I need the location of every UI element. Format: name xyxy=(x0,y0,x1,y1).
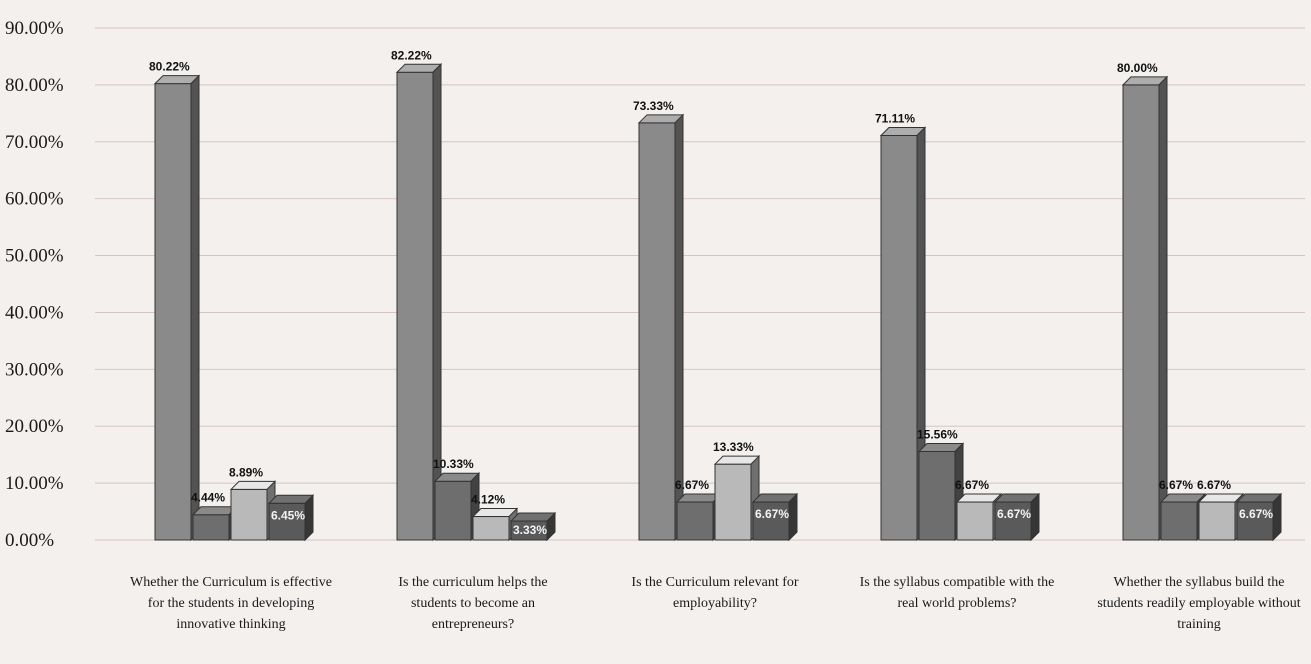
category-label: Is the curriculum helps the xyxy=(398,575,547,590)
bar xyxy=(396,71,434,541)
bar xyxy=(714,463,752,541)
y-tick-label: 70.00% xyxy=(5,132,64,153)
bar xyxy=(676,501,714,541)
bar xyxy=(268,502,306,541)
category-label: Is the syllabus compatible with the xyxy=(860,575,1055,590)
data-label: 80.00% xyxy=(1117,61,1158,75)
category-label: students readily employable without xyxy=(1097,596,1300,611)
category-label: innovative thinking xyxy=(176,617,285,632)
bar-side xyxy=(1272,492,1282,542)
data-label: 80.22% xyxy=(149,60,190,74)
y-tick-label: 80.00% xyxy=(5,75,64,96)
data-label: 3.33% xyxy=(513,523,547,537)
category-label: for the students in developing xyxy=(148,596,314,611)
data-label: 4.44% xyxy=(191,491,225,505)
bar xyxy=(434,480,472,541)
data-label: 13.33% xyxy=(713,440,754,454)
data-label: 6.67% xyxy=(1159,478,1193,492)
bar-side xyxy=(1030,492,1040,542)
data-label: 6.67% xyxy=(755,507,789,521)
category-label: Whether the Curriculum is effective xyxy=(130,575,332,590)
data-label: 71.11% xyxy=(875,111,915,125)
y-tick-label: 20.00% xyxy=(5,416,64,437)
data-label: 10.33% xyxy=(433,457,474,471)
bar xyxy=(752,501,790,541)
category-label: Whether the syllabus build the xyxy=(1113,575,1284,590)
bar xyxy=(192,514,230,541)
bar xyxy=(154,83,192,541)
bar xyxy=(472,516,510,541)
category-label: training xyxy=(1177,617,1221,632)
bar-side xyxy=(304,494,314,542)
data-label: 4.12% xyxy=(471,493,505,507)
y-tick-label: 10.00% xyxy=(5,473,64,494)
category-label: entrepreneurs? xyxy=(432,617,514,632)
data-label: 8.89% xyxy=(229,465,263,479)
bar xyxy=(1236,501,1274,541)
y-tick-label: 40.00% xyxy=(5,302,64,323)
bar-side xyxy=(674,113,684,542)
bar-side xyxy=(1158,75,1168,542)
y-tick-label: 90.00% xyxy=(5,18,64,39)
bar-side xyxy=(190,74,200,542)
bar xyxy=(638,122,676,541)
bar xyxy=(918,450,956,541)
data-label: 6.67% xyxy=(997,507,1031,521)
y-tick-label: 30.00% xyxy=(5,359,64,380)
category-label: real world problems? xyxy=(898,596,1017,611)
data-label: 6.67% xyxy=(955,478,989,492)
data-label: 15.56% xyxy=(917,427,958,441)
bar xyxy=(1160,501,1198,541)
bar xyxy=(956,501,994,541)
bar xyxy=(1122,84,1160,541)
data-label: 73.33% xyxy=(633,99,674,113)
data-label: 6.45% xyxy=(271,508,305,522)
bar-side xyxy=(788,492,798,542)
category-label: employability? xyxy=(673,596,757,611)
bar-side xyxy=(546,511,556,542)
data-label: 82.22% xyxy=(391,48,432,62)
y-tick-label: 0.00% xyxy=(5,530,54,551)
data-label: 6.67% xyxy=(1239,507,1273,521)
bar xyxy=(230,488,268,541)
data-label: 6.67% xyxy=(1197,478,1231,492)
y-tick-label: 60.00% xyxy=(5,189,64,210)
y-tick-label: 50.00% xyxy=(5,246,64,267)
bar xyxy=(1198,501,1236,541)
data-label: 6.67% xyxy=(675,478,709,492)
category-label: Is the Curriculum relevant for xyxy=(631,575,799,590)
category-label: students to become an xyxy=(411,596,535,611)
bar xyxy=(880,134,918,541)
